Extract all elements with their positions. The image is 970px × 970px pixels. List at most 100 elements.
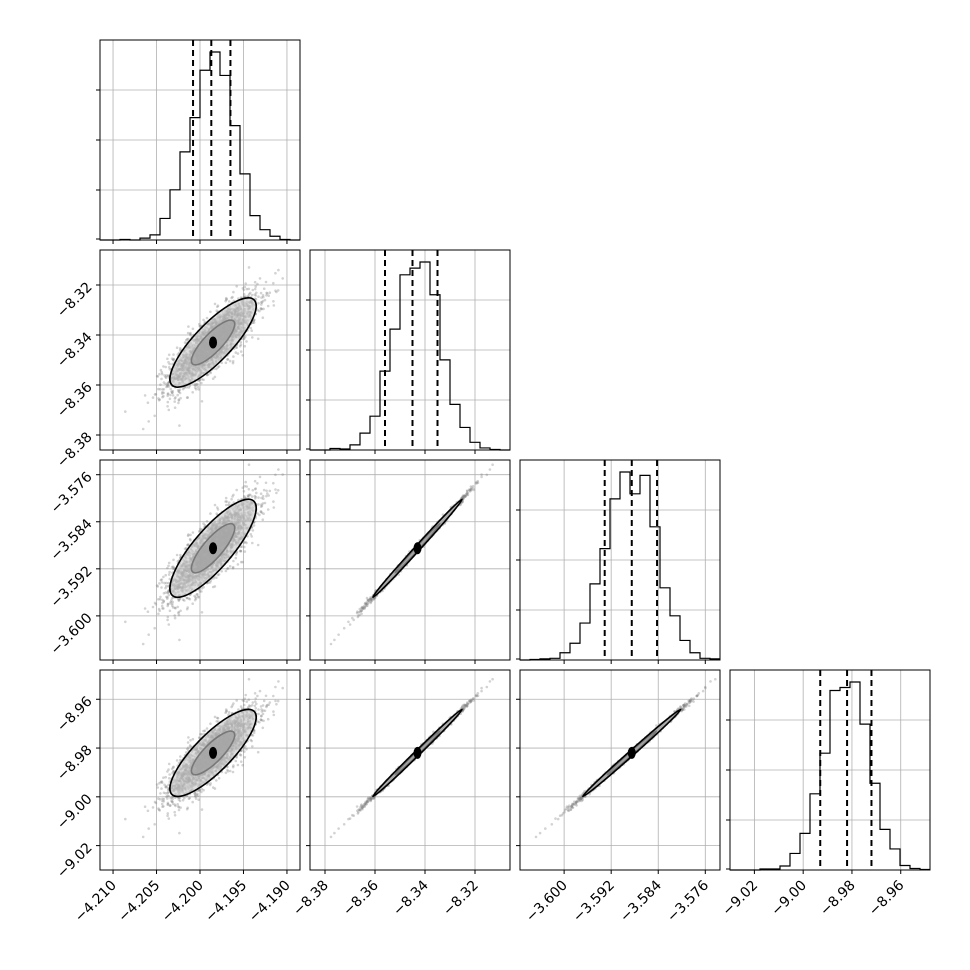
sample-point — [235, 346, 238, 350]
sample-point — [226, 567, 230, 570]
sample-point — [179, 347, 182, 350]
sample-point — [124, 620, 127, 624]
sample-point — [198, 322, 201, 326]
sample-point — [167, 360, 170, 364]
sample-point — [251, 336, 254, 339]
histogram-step — [100, 51, 300, 241]
sample-point — [228, 359, 232, 363]
sample-point — [200, 590, 203, 593]
sample-point — [262, 295, 265, 299]
sample-point — [245, 340, 248, 343]
sample-point — [244, 335, 247, 339]
sample-point — [168, 570, 171, 574]
sample-point — [231, 565, 235, 569]
sample-point — [194, 597, 198, 600]
sample-point — [256, 282, 259, 286]
sample-point — [171, 389, 174, 393]
sample-point — [169, 393, 172, 397]
histogram-panel-0 — [96, 39, 301, 244]
sample-point — [277, 268, 280, 272]
sample-point — [261, 502, 265, 505]
sample-point — [146, 401, 150, 405]
sample-point — [185, 386, 189, 389]
sample-point — [225, 298, 228, 302]
sample-point — [236, 563, 240, 566]
sample-point — [274, 289, 277, 293]
sample-point — [162, 575, 165, 579]
sample-point — [242, 490, 246, 493]
sample-point — [347, 620, 350, 624]
sample-point — [254, 285, 257, 288]
sample-point — [251, 541, 254, 545]
sample-point — [172, 353, 175, 356]
sample-point — [238, 345, 242, 348]
sample-point — [166, 615, 170, 619]
sample-point — [141, 427, 145, 431]
sample-point — [167, 408, 171, 412]
sample-point — [224, 361, 228, 365]
sample-point — [254, 491, 258, 495]
sample-point — [157, 397, 160, 400]
sample-point — [157, 398, 161, 402]
sample-point — [266, 508, 270, 511]
sample-point — [164, 591, 167, 594]
sample-point — [158, 582, 161, 585]
sample-point — [256, 308, 260, 312]
sample-point — [211, 377, 215, 381]
sample-point — [155, 374, 159, 378]
sample-point — [251, 529, 255, 532]
sample-point — [185, 607, 189, 611]
sample-point — [167, 353, 171, 357]
sample-point — [197, 388, 200, 391]
sample-point — [172, 558, 175, 562]
sample-point — [209, 371, 212, 375]
sample-point — [253, 479, 257, 483]
sample-point — [161, 607, 164, 610]
sample-point — [243, 285, 247, 289]
sample-point — [167, 385, 170, 388]
sample-point — [173, 406, 177, 410]
sample-point — [209, 512, 212, 515]
sample-point — [231, 360, 235, 363]
sample-point — [247, 294, 250, 298]
sample-point — [202, 522, 205, 525]
sample-point — [179, 396, 182, 400]
sample-point — [215, 512, 218, 515]
sample-point — [161, 598, 164, 602]
sample-point — [267, 494, 271, 497]
sample-point — [275, 290, 278, 294]
sample-point — [166, 618, 169, 622]
sample-point — [156, 585, 159, 588]
sample-point — [225, 297, 228, 301]
sample-point — [169, 602, 172, 605]
sample-point — [224, 569, 228, 573]
sample-point — [174, 606, 177, 610]
sample-point — [166, 584, 170, 588]
sample-point — [166, 382, 170, 385]
sample-point — [169, 387, 172, 391]
scatter-panel-2-0 — [96, 459, 301, 664]
sample-point — [185, 596, 189, 600]
sample-point — [258, 475, 262, 479]
sample-point — [194, 387, 198, 391]
sample-point — [158, 609, 161, 613]
sample-point — [272, 506, 276, 509]
sample-point — [256, 337, 260, 341]
sample-point — [239, 340, 243, 344]
sample-point — [260, 296, 263, 299]
sample-point — [166, 392, 170, 396]
sample-point — [176, 605, 179, 609]
sample-point — [242, 494, 246, 498]
sample-point — [232, 559, 235, 563]
sample-point — [220, 570, 223, 573]
sample-point — [163, 581, 166, 585]
sample-point — [265, 489, 268, 493]
sample-point — [264, 280, 268, 284]
sample-point — [259, 291, 263, 295]
sample-point — [252, 319, 256, 323]
sample-point — [166, 383, 170, 387]
sample-point — [172, 358, 175, 362]
sample-point — [232, 290, 235, 294]
sample-point — [178, 391, 182, 395]
sample-point — [215, 576, 218, 579]
